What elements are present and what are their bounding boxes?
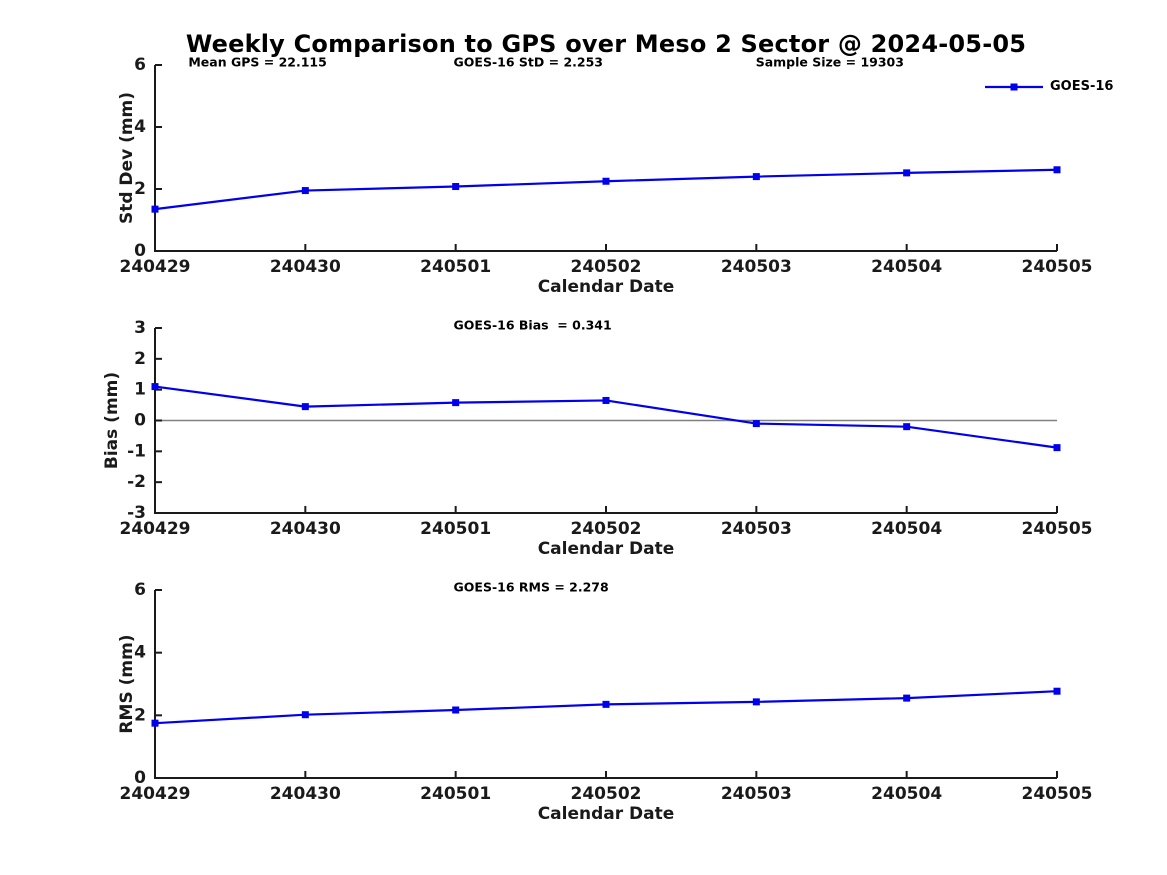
data-point-marker	[452, 399, 460, 407]
ytick-label: 0	[134, 241, 146, 261]
data-point-marker	[1053, 166, 1061, 174]
data-point-marker	[301, 187, 309, 195]
annotation-std-dev-1: GOES-16 StD = 2.253	[454, 55, 603, 70]
xtick-label: 240429	[120, 519, 191, 539]
data-point-marker	[1053, 687, 1061, 695]
xtick-label: 240505	[1022, 519, 1093, 539]
data-point-marker	[752, 698, 760, 706]
ytick-label: 2	[134, 705, 146, 725]
xtick-label: 240504	[871, 784, 942, 804]
legend: GOES-16	[984, 80, 1113, 94]
ytick-label: 4	[134, 643, 146, 663]
ytick-label: -2	[127, 472, 146, 492]
xaxis-label-rms: Calendar Date	[538, 804, 675, 824]
ytick-label: -1	[127, 441, 146, 461]
subplot-bias: -3 -2 -1 0 1 2 3 240429 240430 240501 240502 240503…	[102, 318, 1092, 560]
data-point-marker	[752, 420, 760, 428]
legend-label: GOES-16	[1050, 79, 1114, 94]
legend-line-marker-icon	[985, 83, 1043, 91]
data-point-marker	[903, 694, 911, 702]
subplot-rms: 0 2 4 6 240429 240430 240501 240502 240503 240504…	[117, 580, 1092, 825]
ytick-label: 0	[134, 411, 146, 431]
ytick-label: 4	[134, 117, 146, 137]
xtick-label: 240501	[420, 784, 491, 804]
annotation-std-dev-2: Sample Size = 19303	[756, 55, 904, 70]
data-point-marker	[602, 177, 610, 185]
xtick-label: 240502	[571, 784, 642, 804]
data-point-marker	[602, 700, 610, 708]
xtick-label: 240504	[871, 257, 942, 277]
xtick-label: 240429	[120, 257, 191, 277]
xtick-label: 240503	[721, 784, 792, 804]
data-point-marker	[903, 423, 911, 431]
data-point-marker	[452, 706, 460, 714]
data-point-marker	[452, 183, 460, 191]
ytick-label: 6	[134, 55, 146, 75]
xtick-label: 240503	[721, 519, 792, 539]
data-point-marker	[752, 173, 760, 181]
figure-title: Weekly Comparison to GPS over Meso 2 Sec…	[185, 30, 1027, 58]
xtick-label: 240505	[1022, 784, 1093, 804]
xtick-label: 240429	[120, 784, 191, 804]
ytick-label: 2	[134, 349, 146, 369]
xtick-label: 240505	[1022, 257, 1093, 277]
ytick-label: 3	[134, 318, 146, 338]
xtick-label: 240504	[871, 519, 942, 539]
ytick-label: 6	[134, 580, 146, 600]
ytick-label: 2	[134, 179, 146, 199]
ytick-label: 1	[134, 380, 146, 400]
xtick-label: 240502	[571, 519, 642, 539]
data-point-marker	[1053, 444, 1061, 452]
xtick-label: 240501	[420, 519, 491, 539]
series-line-bias	[154, 385, 1058, 449]
data-point-marker	[151, 383, 159, 391]
annotation-std-dev-0: Mean GPS = 22.115	[188, 55, 326, 70]
data-point-marker	[151, 719, 159, 727]
xaxis-label-bias: Calendar Date	[538, 539, 675, 559]
xtick-label: 240502	[571, 257, 642, 277]
data-point-marker	[903, 169, 911, 177]
yaxis-label-rms: RMS (mm)	[117, 634, 137, 733]
xtick-label: 240430	[270, 519, 341, 539]
xaxis-label-std-dev: Calendar Date	[538, 277, 675, 297]
data-point-marker	[301, 403, 309, 411]
xtick-label: 240503	[721, 257, 792, 277]
annotation-rms-0: GOES-16 RMS = 2.278	[454, 580, 609, 595]
xtick-label: 240501	[420, 257, 491, 277]
ytick-label: 0	[134, 768, 146, 788]
data-point-marker	[151, 205, 159, 213]
subplot-std-dev: 0 2 4 6 240429 240430 240501 240502 240503 240504…	[117, 55, 1092, 298]
data-point-marker	[301, 711, 309, 719]
series-line-std-dev	[154, 168, 1058, 211]
ytick-label: -3	[127, 503, 146, 523]
xtick-label: 240430	[270, 784, 341, 804]
xtick-label: 240430	[270, 257, 341, 277]
data-point-marker	[602, 396, 610, 404]
yaxis-label-bias: Bias (mm)	[102, 372, 122, 469]
annotation-bias-0: GOES-16 Bias = 0.341	[454, 318, 612, 333]
yaxis-label-std-dev: Std Dev (mm)	[117, 92, 137, 224]
